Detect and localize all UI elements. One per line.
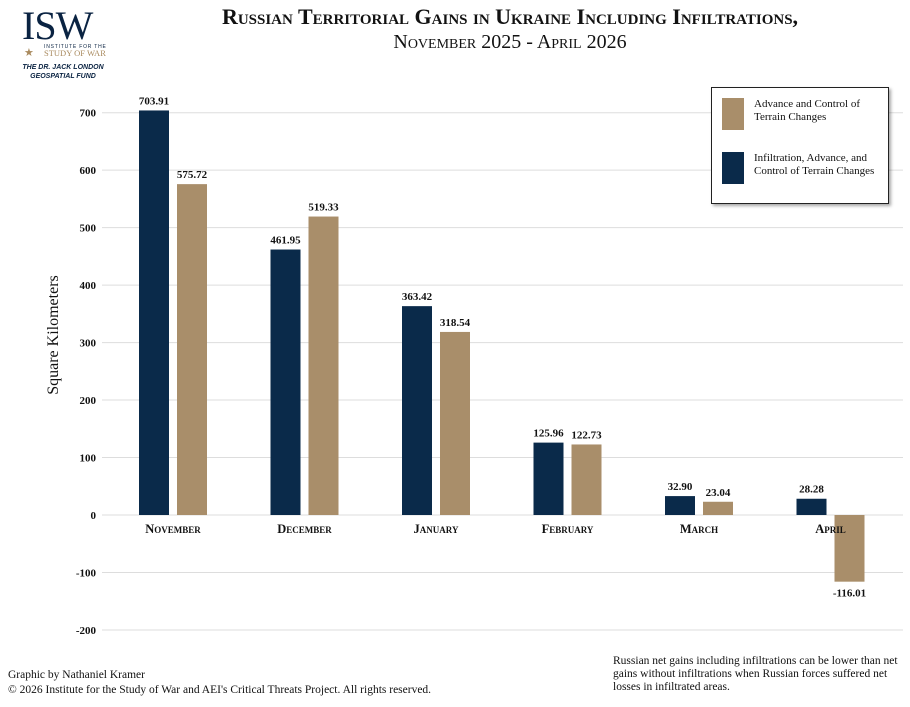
x-category-april: April (815, 522, 846, 536)
logo-fund-line2: GEOSPATIAL FUND (30, 73, 96, 80)
legend-swatch-infiltration (722, 152, 744, 184)
x-axis-categories: November December January February March Apri… (145, 522, 846, 536)
bar-infiltration-november (139, 110, 169, 515)
y-axis-label: Square Kilometers (45, 275, 62, 395)
x-category-february: February (542, 522, 594, 536)
chart-subtitle: November 2025 - April 2026 (393, 31, 627, 53)
y-axis-ticks: 700 600 500 400 300 200 100 0 -100 -200 (76, 108, 97, 637)
bar-infiltration-april (796, 498, 827, 515)
logo-fund-line1: THE DR. JACK LONDON (22, 64, 104, 71)
y-tick-label: 300 (80, 338, 97, 350)
y-tick-label: 100 (80, 453, 97, 465)
data-label-advance-november: 575.72 (177, 169, 208, 181)
bar-infiltration-march (665, 496, 695, 515)
y-tick-label: 500 (80, 223, 97, 235)
x-category-november: November (145, 522, 201, 536)
star-icon: ★ (24, 47, 34, 59)
isw-logo: ISW ★ INSTITUTE FOR THE STUDY OF WAR THE… (10, 4, 120, 88)
y-tick-label: 400 (80, 280, 97, 292)
bar-infiltration-december (270, 249, 301, 515)
copyright: © 2026 Institute for the Study of War an… (8, 684, 432, 696)
logo-line2: STUDY OF WAR (44, 48, 106, 58)
credit-block: Graphic by Nathaniel Kramer © 2026 Insti… (8, 668, 431, 698)
y-tick-label: 600 (80, 165, 97, 177)
logo-mark: ISW (22, 3, 93, 48)
bar-advance-february (571, 444, 602, 515)
x-category-january: January (414, 522, 459, 536)
data-label-advance-december: 519.33 (308, 202, 339, 214)
y-tick-label: -100 (76, 567, 97, 579)
logo-line1: INSTITUTE FOR THE (44, 44, 107, 50)
chart-title: Russian Territorial Gains in Ukraine Inc… (221, 4, 799, 29)
data-label-infiltration-april: 28.28 (799, 484, 824, 496)
data-label-advance-february: 122.73 (571, 429, 602, 441)
legend-label-advance: Advance and Control of Terrain Changes (754, 98, 860, 123)
y-tick-label: 0 (91, 510, 97, 522)
data-label-infiltration-march: 32.90 (668, 481, 693, 493)
y-tick-label: 200 (80, 395, 97, 407)
bar-advance-april (834, 515, 865, 582)
x-category-december: December (277, 522, 332, 536)
legend: Advance and Control of Terrain Changes I… (711, 87, 889, 204)
legend-item-infiltration: Infiltration, Advance, and Control of Te… (722, 152, 882, 184)
data-label-advance-april: -116.01 (833, 588, 866, 600)
bar-infiltration-february (533, 442, 564, 515)
footnote: Russian net gains including infiltration… (613, 655, 898, 693)
legend-swatch-advance (722, 98, 744, 130)
bars (139, 110, 865, 582)
y-tick-label: -200 (76, 625, 97, 637)
legend-item-advance: Advance and Control of Terrain Changes (722, 98, 882, 130)
bar-advance-december (308, 216, 339, 515)
data-label-infiltration-december: 461.95 (270, 235, 301, 247)
data-label-infiltration-february: 125.96 (533, 428, 564, 440)
logo-fund: THE DR. JACK LONDON GEOSPATIAL FUND (10, 63, 116, 81)
bar-infiltration-january (402, 306, 432, 515)
bar-advance-march (703, 501, 733, 515)
y-tick-label: 700 (80, 108, 97, 120)
x-category-march: March (680, 522, 718, 536)
data-label-advance-january: 318.54 (440, 317, 471, 329)
data-label-infiltration-january: 363.42 (402, 291, 433, 303)
legend-label-infiltration: Infiltration, Advance, and Control of Te… (754, 152, 875, 177)
data-labels: 703.91 575.72 461.95 519.33 363.42 318.54 125.… (139, 95, 866, 599)
bar-advance-november (177, 184, 207, 515)
credit-author: Graphic by Nathaniel Kramer (8, 669, 145, 681)
data-label-infiltration-november: 703.91 (139, 95, 169, 107)
bar-advance-january (440, 331, 470, 515)
data-label-advance-march: 23.04 (706, 487, 731, 499)
